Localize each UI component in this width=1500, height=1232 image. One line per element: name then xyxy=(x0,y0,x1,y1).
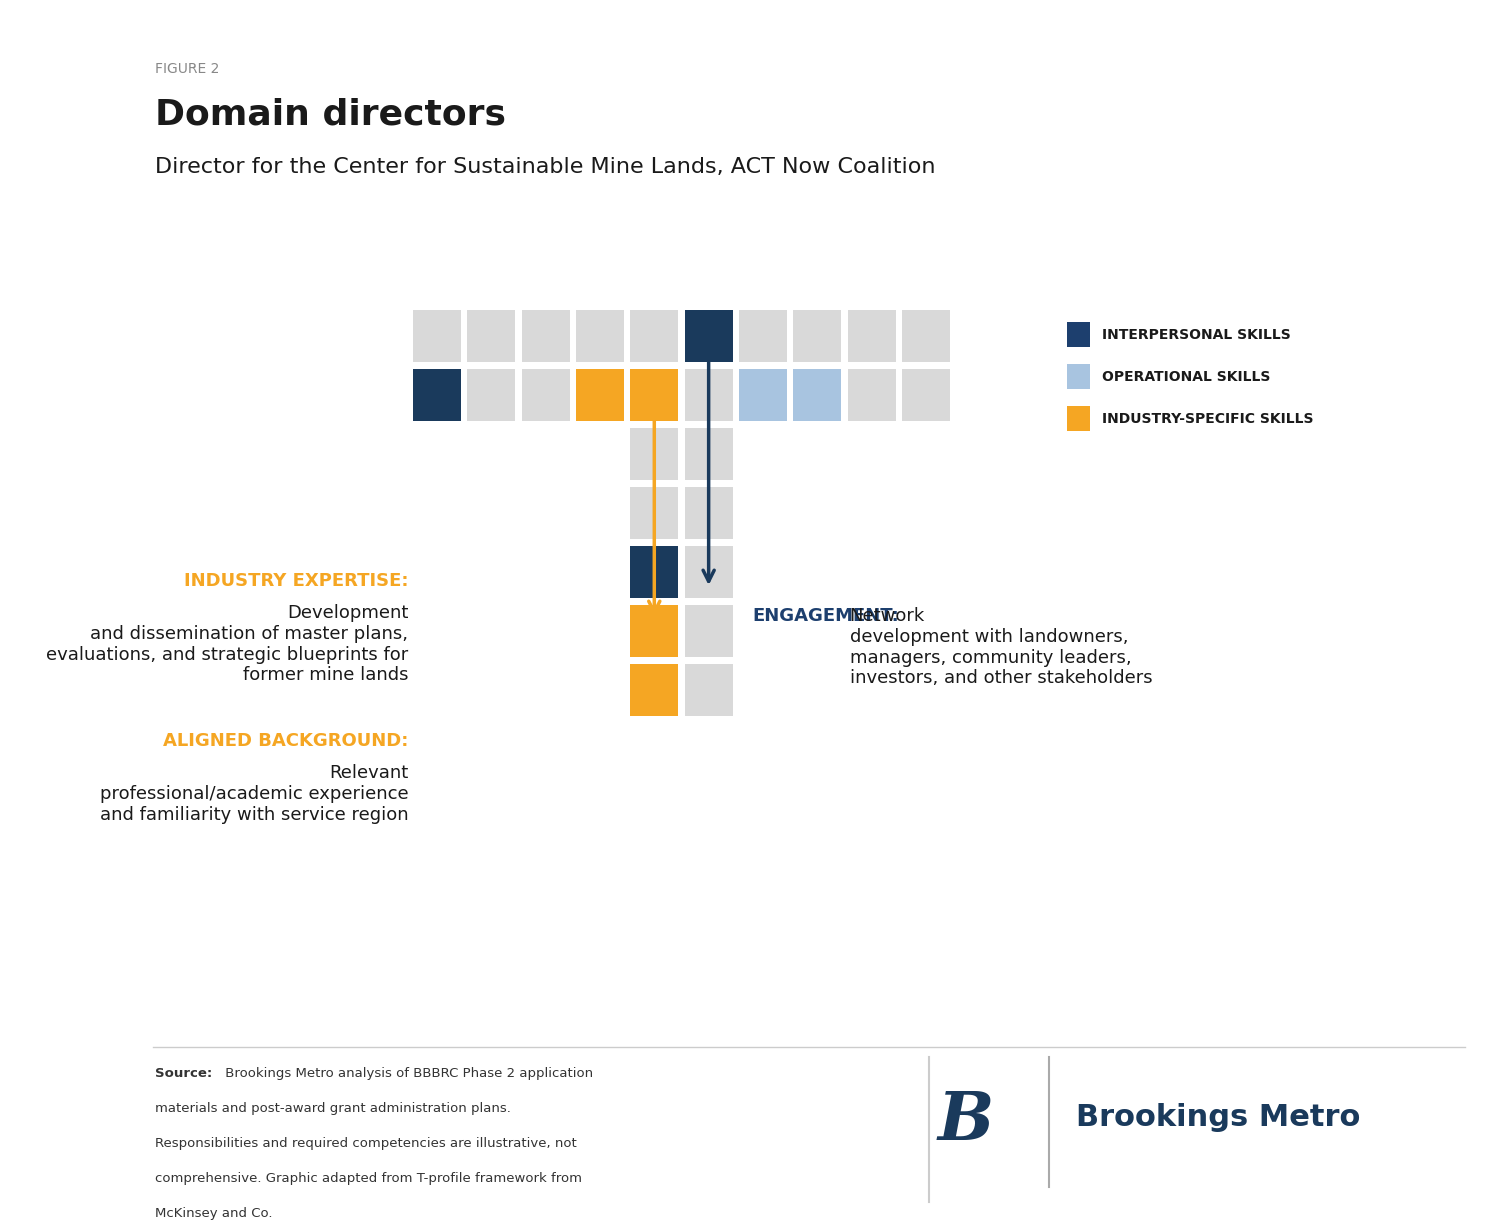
FancyBboxPatch shape xyxy=(468,370,514,421)
Text: Network
development with landowners,
managers, community leaders,
investors, and: Network development with landowners, man… xyxy=(849,607,1152,687)
FancyBboxPatch shape xyxy=(740,370,788,421)
FancyBboxPatch shape xyxy=(740,310,788,362)
FancyBboxPatch shape xyxy=(684,546,732,598)
FancyBboxPatch shape xyxy=(684,370,732,421)
FancyBboxPatch shape xyxy=(684,310,732,362)
FancyBboxPatch shape xyxy=(1066,363,1090,389)
Text: Domain directors: Domain directors xyxy=(154,97,506,131)
Text: Source:: Source: xyxy=(154,1067,212,1080)
Text: Director for the Center for Sustainable Mine Lands, ACT Now Coalition: Director for the Center for Sustainable … xyxy=(154,156,936,177)
FancyBboxPatch shape xyxy=(413,310,460,362)
FancyBboxPatch shape xyxy=(902,370,950,421)
Text: INDUSTRY EXPERTISE:: INDUSTRY EXPERTISE: xyxy=(184,572,408,590)
FancyBboxPatch shape xyxy=(630,605,678,657)
FancyBboxPatch shape xyxy=(902,310,950,362)
Text: FIGURE 2: FIGURE 2 xyxy=(154,62,219,76)
Text: Relevant
professional/academic experience
and familiarity with service region: Relevant professional/academic experienc… xyxy=(99,764,408,824)
Text: materials and post-award grant administration plans.: materials and post-award grant administr… xyxy=(154,1101,512,1115)
FancyBboxPatch shape xyxy=(630,310,678,362)
FancyBboxPatch shape xyxy=(1066,407,1090,431)
FancyBboxPatch shape xyxy=(684,428,732,480)
Text: Responsibilities and required competencies are illustrative, not: Responsibilities and required competenci… xyxy=(154,1137,576,1149)
FancyBboxPatch shape xyxy=(847,370,895,421)
FancyBboxPatch shape xyxy=(522,310,570,362)
FancyBboxPatch shape xyxy=(413,370,460,421)
Text: ALIGNED BACKGROUND:: ALIGNED BACKGROUND: xyxy=(164,732,408,750)
FancyBboxPatch shape xyxy=(522,370,570,421)
FancyBboxPatch shape xyxy=(576,310,624,362)
Text: B: B xyxy=(938,1089,994,1154)
Text: Development
and dissemination of master plans,
evaluations, and strategic bluepr: Development and dissemination of master … xyxy=(46,604,408,685)
FancyBboxPatch shape xyxy=(630,487,678,540)
Text: INDUSTRY-SPECIFIC SKILLS: INDUSTRY-SPECIFIC SKILLS xyxy=(1102,411,1314,425)
FancyBboxPatch shape xyxy=(684,487,732,540)
FancyBboxPatch shape xyxy=(630,546,678,598)
FancyBboxPatch shape xyxy=(794,310,842,362)
FancyBboxPatch shape xyxy=(630,370,678,421)
Text: Brookings Metro: Brookings Metro xyxy=(1076,1103,1360,1131)
FancyBboxPatch shape xyxy=(1066,322,1090,347)
FancyBboxPatch shape xyxy=(630,428,678,480)
FancyBboxPatch shape xyxy=(576,370,624,421)
Text: comprehensive. Graphic adapted from T-profile framework from: comprehensive. Graphic adapted from T-pr… xyxy=(154,1172,582,1185)
FancyBboxPatch shape xyxy=(630,664,678,716)
Text: Brookings Metro analysis of BBBRC Phase 2 application: Brookings Metro analysis of BBBRC Phase … xyxy=(222,1067,594,1080)
Text: OPERATIONAL SKILLS: OPERATIONAL SKILLS xyxy=(1102,370,1270,383)
FancyBboxPatch shape xyxy=(847,310,895,362)
Text: ENGAGEMENT:: ENGAGEMENT: xyxy=(753,607,900,625)
Text: McKinsey and Co.: McKinsey and Co. xyxy=(154,1207,273,1220)
FancyBboxPatch shape xyxy=(684,664,732,716)
FancyBboxPatch shape xyxy=(684,605,732,657)
FancyBboxPatch shape xyxy=(794,370,842,421)
FancyBboxPatch shape xyxy=(468,310,514,362)
Text: INTERPERSONAL SKILLS: INTERPERSONAL SKILLS xyxy=(1102,328,1292,341)
